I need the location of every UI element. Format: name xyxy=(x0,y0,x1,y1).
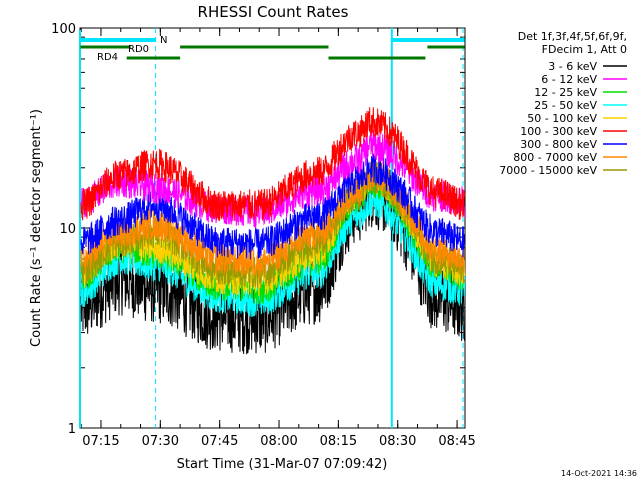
y-tick-label: 1 xyxy=(68,422,76,437)
y-tick-label: 100 xyxy=(51,22,76,37)
series-line-300-800keV xyxy=(80,152,466,260)
plot-area: 1 10 100 07:15 07:30 07:45 08:00 08:15 08:30 08:4… xyxy=(51,22,476,449)
series-line-6-12keV xyxy=(80,129,466,229)
chart-title: RHESSI Count Rates xyxy=(198,3,349,21)
legend-entry-label: 800 - 7000 keV xyxy=(513,151,597,164)
legend-entry-label: 25 - 50 keV xyxy=(534,99,597,112)
x-tick-label: 08:45 xyxy=(438,434,475,449)
x-tick-label: 07:45 xyxy=(201,434,238,449)
y-axis-label: Count Rate (s⁻¹ detector segment⁻¹) xyxy=(29,109,44,347)
legend-entry-label: 300 - 800 keV xyxy=(520,138,597,151)
series-line-100-300keV xyxy=(80,107,466,222)
annotation-label: RD0 xyxy=(128,44,149,55)
x-tick-label: 08:00 xyxy=(260,434,297,449)
x-tick-label: 08:15 xyxy=(320,434,357,449)
legend-entry-label: 6 - 12 keV xyxy=(541,73,597,86)
x-tick-label: 07:15 xyxy=(82,434,119,449)
footer-timestamp: 14-Oct-2021 14:36 xyxy=(561,469,637,478)
y-tick-label: 10 xyxy=(59,222,76,237)
x-axis-label: Start Time (31-Mar-07 07:09:42) xyxy=(177,457,388,472)
legend-entry-label: 12 - 25 keV xyxy=(534,86,597,99)
legend-entry-label: 100 - 300 keV xyxy=(520,125,597,138)
x-tick-label: 07:30 xyxy=(142,434,179,449)
x-tick-label: 08:30 xyxy=(379,434,416,449)
legend-entry-label: 3 - 6 keV xyxy=(548,60,597,73)
annotation-label: RD4 xyxy=(97,52,118,63)
legend-entry-label: 7000 - 15000 keV xyxy=(499,164,597,177)
annotation-label: N xyxy=(160,35,167,46)
legend-entry-label: 50 - 100 keV xyxy=(527,112,597,125)
legend-header-line-1: Det 1f,3f,4f,5f,6f,9f, xyxy=(518,30,627,43)
legend-header-line-2: FDecim 1, Att 0 xyxy=(542,43,627,56)
